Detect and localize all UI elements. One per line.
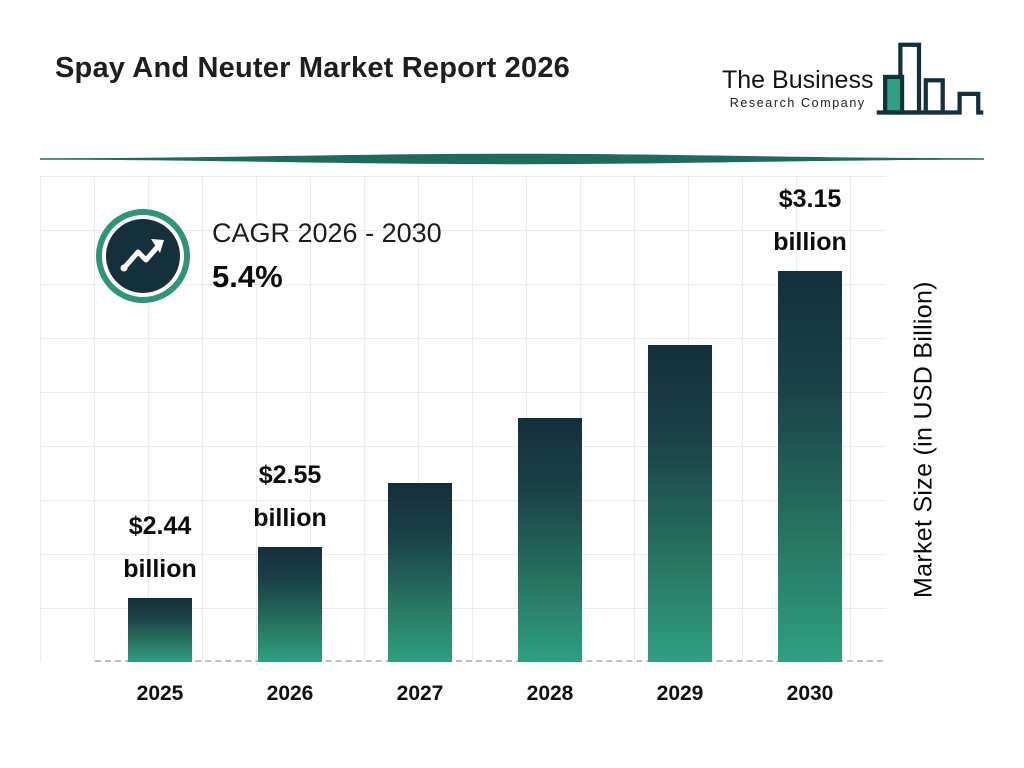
bar-2025 bbox=[128, 598, 192, 662]
bar-2027 bbox=[388, 483, 452, 662]
logo-company-name: The Business bbox=[722, 66, 874, 94]
bar-group-2025: $2.44 billion bbox=[95, 175, 225, 662]
chart-gridlines bbox=[40, 176, 886, 662]
x-axis-label-2026: 2026 bbox=[266, 682, 314, 705]
logo-text: The Business Research Company bbox=[722, 66, 873, 110]
bar-value-label-2025: $2.44 billion bbox=[123, 511, 197, 584]
cagr-trend-up-icon bbox=[96, 209, 190, 303]
x-axis-label-2029: 2029 bbox=[656, 682, 704, 705]
x-axis: 2025 2026 2027 2028 2029 2030 bbox=[95, 682, 875, 706]
cagr-label: CAGR 2026 - 2030 bbox=[212, 218, 442, 248]
bar-2028 bbox=[518, 418, 582, 662]
x-axis-label-2030: 2030 bbox=[786, 682, 834, 705]
bar-group-2026: $2.55 billion bbox=[225, 175, 355, 662]
bar-group-2030: $3.15 billion bbox=[745, 175, 875, 662]
bar-group-2028 bbox=[485, 175, 615, 662]
bar-value-label-2026: $2.55 billion bbox=[253, 460, 327, 533]
bar-group-2027 bbox=[355, 175, 485, 662]
bar-2029 bbox=[648, 345, 712, 662]
x-axis-label-2025: 2025 bbox=[136, 682, 184, 705]
logo: The Business Research Company bbox=[722, 36, 985, 128]
x-axis-label-2028: 2028 bbox=[526, 682, 574, 705]
cagr-text-block: CAGR 2026 - 2030 5.4% bbox=[212, 218, 442, 295]
bar-value-label-2030: $3.15 billion bbox=[773, 184, 847, 257]
bar-chart: $2.44 billion $2.55 billion $3.15 billion bbox=[95, 175, 875, 662]
bar-group-2029 bbox=[615, 175, 745, 662]
page-title: Spay And Neuter Market Report 2026 bbox=[55, 52, 570, 84]
bar-chart-logo-icon bbox=[877, 42, 984, 115]
x-axis-label-2027: 2027 bbox=[396, 682, 444, 705]
header-divider bbox=[40, 153, 984, 165]
bar-2026 bbox=[258, 547, 322, 662]
bar-2030 bbox=[778, 271, 842, 662]
x-axis-baseline bbox=[95, 660, 883, 662]
logo-company-subtitle: Research Company bbox=[729, 96, 866, 110]
cagr-value: 5.4% bbox=[212, 259, 283, 294]
y-axis-title: Market Size (in USD Billion) bbox=[909, 281, 938, 599]
